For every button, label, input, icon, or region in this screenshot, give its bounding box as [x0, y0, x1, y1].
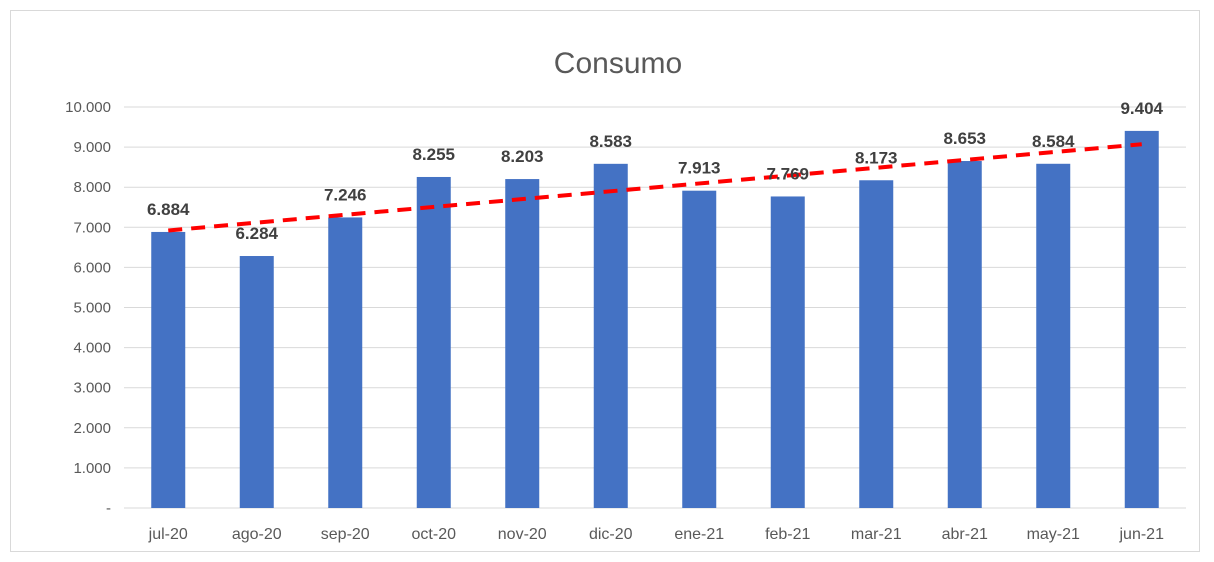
trendline	[168, 142, 1142, 233]
data-label: 8.255	[412, 145, 455, 164]
x-tick-label: ago-20	[232, 526, 282, 543]
y-tick-label: 5.000	[73, 300, 111, 317]
y-tick-label: 6.000	[73, 259, 111, 276]
y-tick-label: 10.000	[65, 99, 111, 116]
x-tick-label: nov-20	[498, 526, 547, 543]
bar-dic-20	[593, 163, 628, 508]
gridlines	[124, 106, 1186, 509]
data-label: 7.246	[324, 185, 367, 204]
bar-sep-20	[328, 217, 363, 508]
data-label: 6.284	[235, 224, 278, 243]
data-labels: 6.884 6.284 7.246 8.255 8.203 8.583 7.913 7.769…	[147, 99, 1164, 243]
data-label: 8.583	[589, 132, 632, 151]
bar-jun-21	[1124, 130, 1159, 508]
y-tick-label: 3.000	[73, 380, 111, 397]
chart-frame: Consumo - 1.000 2.000 3.000 4.000 5.000 6.000 7…	[10, 10, 1200, 552]
data-label: 8.653	[943, 129, 986, 148]
y-tick-label: 8.000	[73, 179, 111, 196]
x-tick-label: sep-20	[321, 526, 370, 543]
bar-may-21	[1036, 163, 1071, 508]
x-tick-label: oct-20	[412, 526, 457, 543]
x-tick-label: jun-21	[1119, 526, 1165, 543]
x-tick-label: may-21	[1027, 526, 1080, 543]
bar-nov-20	[505, 179, 540, 508]
bar-mar-21	[859, 180, 894, 508]
data-label: 8.584	[1032, 132, 1075, 151]
y-tick-label: 2.000	[73, 420, 111, 437]
data-label: 9.404	[1120, 99, 1163, 118]
x-tick-label: feb-21	[765, 526, 810, 543]
y-tick-label: 9.000	[73, 139, 111, 156]
bar-feb-21	[770, 196, 805, 508]
data-label: 6.884	[147, 200, 190, 219]
data-label: 7.913	[678, 159, 721, 178]
y-tick-label: 4.000	[73, 340, 111, 357]
bar-abr-21	[947, 161, 982, 508]
bar-oct-20	[416, 176, 451, 509]
x-axis: jul-20 ago-20 sep-20 oct-20 nov-20 dic-20 ene-…	[148, 526, 1164, 543]
x-tick-label: abr-21	[942, 526, 988, 543]
y-tick-label: -	[106, 500, 111, 517]
data-label: 7.769	[766, 164, 809, 183]
y-tick-label: 1.000	[73, 460, 111, 477]
consumo-chart: Consumo - 1.000 2.000 3.000 4.000 5.000 6.000 7…	[65, 47, 1186, 543]
chart-title: Consumo	[554, 47, 682, 80]
y-tick-label: 7.000	[73, 219, 111, 236]
trend-line	[168, 142, 1142, 233]
x-tick-label: dic-20	[589, 526, 633, 543]
x-tick-label: jul-20	[148, 526, 188, 543]
y-axis: - 1.000 2.000 3.000 4.000 5.000 6.000 7.000 8.00…	[65, 99, 111, 517]
data-label: 8.173	[855, 148, 898, 167]
data-label: 8.203	[501, 147, 544, 166]
bar-ago-20	[239, 256, 274, 508]
bar-jul-20	[151, 231, 186, 508]
bars	[151, 130, 1159, 509]
bar-ene-21	[682, 190, 717, 508]
x-tick-label: ene-21	[674, 526, 724, 543]
x-tick-label: mar-21	[851, 526, 902, 543]
